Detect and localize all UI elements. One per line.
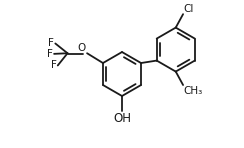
Text: F: F	[47, 49, 53, 59]
Text: F: F	[48, 38, 54, 49]
Text: CH₃: CH₃	[184, 86, 203, 96]
Text: O: O	[78, 43, 86, 53]
Text: Cl: Cl	[184, 4, 194, 14]
Text: F: F	[51, 61, 57, 70]
Text: OH: OH	[113, 112, 131, 125]
